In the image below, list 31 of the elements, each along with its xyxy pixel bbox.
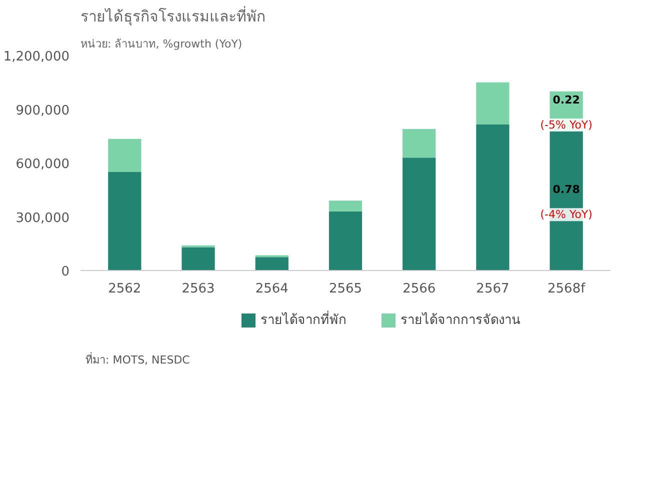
- bar: [328, 200, 362, 212]
- bar: [108, 172, 142, 270]
- y-tick-label: 1,200,000: [3, 50, 70, 64]
- bar: [402, 128, 436, 158]
- legend-label: รายได้จากที่พัก: [260, 311, 346, 328]
- bar: [402, 158, 436, 270]
- x-tick-label: 2567: [476, 282, 510, 296]
- y-tick-label: 900,000: [16, 103, 70, 118]
- annotation: (-4% YoY): [540, 208, 592, 222]
- legend-label: รายได้จากการจัดงาน: [400, 312, 520, 328]
- annotation: 0.22: [552, 94, 580, 107]
- x-tick-label: 2568f: [548, 282, 586, 296]
- chart-subtitle: หน่วย: ล้านบาท, %growth (YoY): [80, 38, 242, 50]
- bar: [108, 138, 142, 172]
- x-tick-label: 2564: [255, 282, 288, 296]
- chart-title: รายได้ธุรกิจโรงแรมและที่พัก: [80, 6, 266, 26]
- y-tick-label: 600,000: [16, 157, 70, 172]
- annotation: (-5% YoY): [540, 118, 592, 132]
- text: ที่มา: MOTS, NESDC: [86, 352, 190, 366]
- bar: [182, 247, 215, 270]
- annotation: 0.78: [552, 183, 580, 196]
- x-tick-label: 2562: [108, 282, 142, 296]
- x-tick-label: 2566: [402, 282, 436, 296]
- bar: [476, 82, 510, 124]
- y-tick-label: 0: [61, 264, 70, 280]
- bar: [255, 257, 288, 270]
- y-tick-label: 300,000: [16, 210, 70, 226]
- x-tick-label: 2563: [182, 282, 215, 296]
- bar: [328, 211, 362, 270]
- x-tick-label: 2565: [328, 282, 362, 296]
- bar: [476, 124, 510, 270]
